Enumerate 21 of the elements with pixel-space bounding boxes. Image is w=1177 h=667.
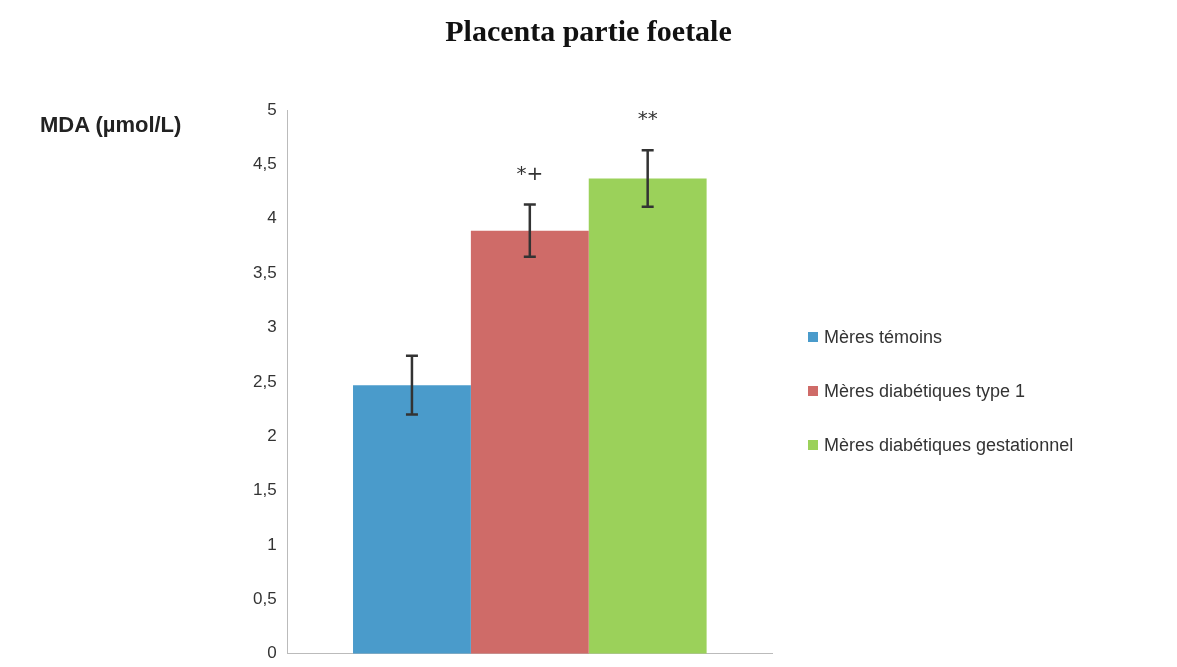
y-tick-label: 0 <box>267 643 277 663</box>
y-axis-title: MDA (µmol/L) <box>40 112 182 138</box>
y-tick-label: 2,5 <box>252 371 277 391</box>
legend-label: Mères diabétiques type 1 <box>824 380 1026 402</box>
y-tick-label: 3,5 <box>252 262 277 282</box>
legend-label: Mères témoins <box>824 326 943 348</box>
annotation: ** <box>637 106 658 131</box>
y-tick-label: 3 <box>267 317 277 337</box>
y-tick-label: 5 <box>267 99 277 119</box>
annotation: *+ <box>516 160 544 185</box>
y-tick-label: 0,5 <box>252 589 277 609</box>
y-tick-label: 2 <box>267 425 277 445</box>
chart-title: Placenta partie foetale <box>444 14 733 48</box>
y-tick-label: 1 <box>267 534 277 554</box>
bar <box>353 385 471 654</box>
legend-label: Mères diabétiques gestationnel <box>824 434 1074 456</box>
y-tick-label: 4,5 <box>252 154 277 174</box>
bar <box>470 230 589 654</box>
bar <box>588 178 707 654</box>
y-tick-label: 1,5 <box>252 480 277 500</box>
y-tick-label: 4 <box>267 208 277 228</box>
